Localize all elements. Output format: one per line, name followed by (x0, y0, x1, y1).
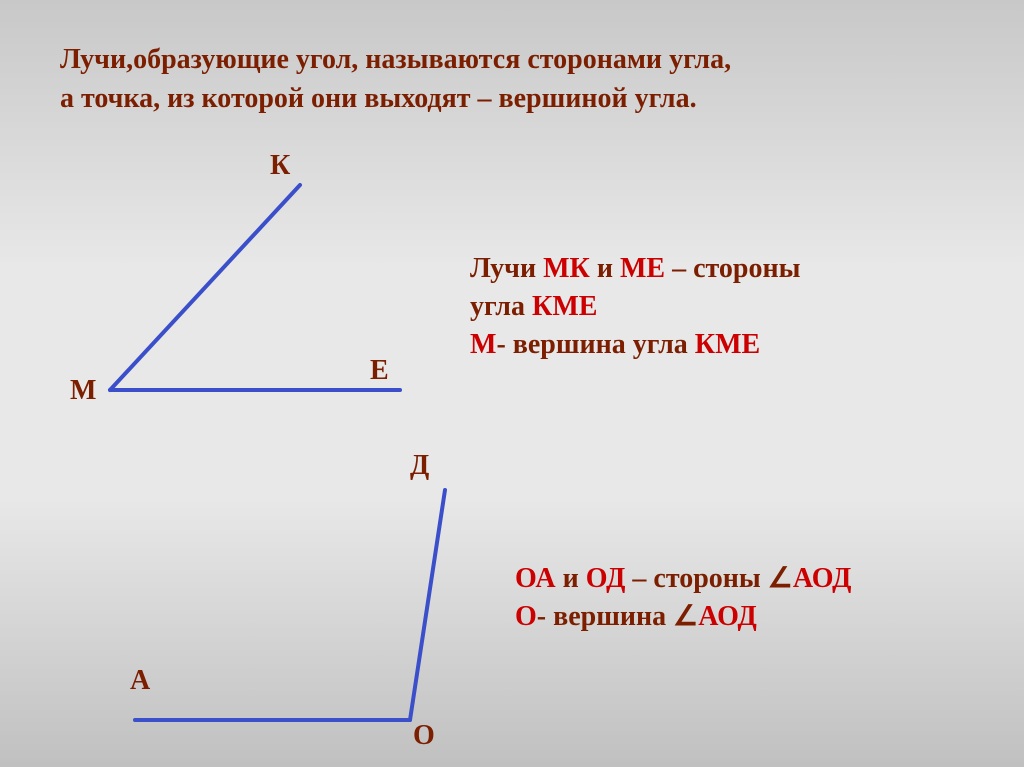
desc2-and: и (556, 563, 586, 594)
desc2-od: ОД (586, 563, 626, 594)
angle-symbol-1: ∠ (768, 563, 793, 594)
ray-od (410, 490, 445, 720)
desc1-line2a: угла (470, 291, 532, 322)
desc1-kme1: КМЕ (532, 291, 597, 322)
desc1-kme2: КМЕ (695, 329, 760, 360)
desc1-and: и (590, 253, 620, 284)
desc2-aod1: АОД (793, 563, 851, 594)
desc1-m: М (470, 329, 496, 360)
description-angle-aod: ОА и ОД – стороны ∠АОД О- вершина ∠АОД (515, 560, 851, 636)
desc2-suffix1: – стороны (625, 563, 767, 594)
angle-symbol-2: ∠ (673, 601, 698, 632)
desc2-line2: - вершина (537, 601, 673, 632)
desc2-aod2: АОД (698, 601, 756, 632)
title-line2: а точка, из которой они выходят – вершин… (60, 83, 697, 114)
label-e: Е (370, 355, 389, 387)
desc2-oa: ОА (515, 563, 556, 594)
desc1-line3: - вершина угла (496, 329, 694, 360)
ray-mk (110, 185, 300, 390)
desc1-mk: МК (543, 253, 590, 284)
label-d: Д (410, 450, 429, 482)
label-o: О (413, 720, 435, 752)
title-line1: Лучи,образующие угол, называются сторона… (60, 44, 731, 75)
slide-title: Лучи,образующие угол, называются сторона… (60, 40, 984, 118)
desc1-suffix1: – стороны (665, 253, 800, 284)
desc1-prefix: Лучи (470, 253, 543, 284)
desc1-me: МЕ (620, 253, 665, 284)
description-angle-kme: Лучи МК и МЕ – стороны угла КМЕ М- верши… (470, 250, 800, 363)
desc2-o: О (515, 601, 537, 632)
label-m: М (70, 375, 96, 407)
label-k: К (270, 150, 290, 182)
label-a: А (130, 665, 150, 697)
